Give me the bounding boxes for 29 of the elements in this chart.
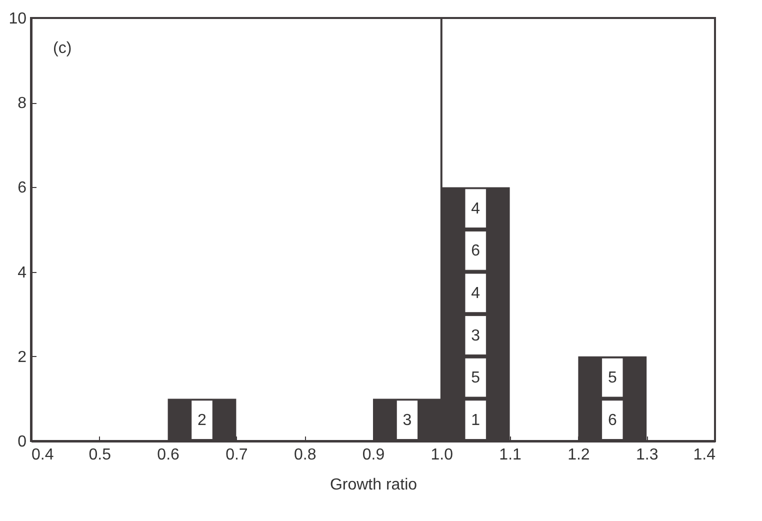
x-tick-label: 0.5 [88, 446, 112, 464]
x-tick-label: 0.7 [226, 446, 248, 464]
y-tick-label: 6 [18, 180, 27, 197]
y-tick-label: 4 [18, 264, 27, 282]
y-tick-label: 8 [18, 95, 27, 112]
x-tick-label: 1.3 [636, 446, 658, 464]
y-tick-label: 10 [8, 10, 27, 28]
annotation: 5 [471, 370, 480, 387]
annotation: 1 [471, 412, 480, 429]
x-axis-title: Growth ratio [330, 476, 418, 494]
annotation: 4 [471, 200, 480, 218]
annotation: 2 [198, 412, 207, 429]
x-tick-label: 0.9 [362, 446, 385, 464]
annotation: 3 [471, 327, 480, 344]
x-tick-label: 1.0 [430, 446, 454, 464]
x-tick-label: 1.1 [499, 446, 522, 464]
x-tick-label: 0.4 [32, 446, 54, 464]
annotation: 5 [608, 370, 617, 387]
x-tick-label: 1.4 [693, 446, 716, 464]
x-tick-label: 0.6 [157, 446, 180, 464]
annotation: 3 [402, 412, 412, 429]
annotation: 6 [608, 412, 617, 429]
y-tick-label: 2 [18, 348, 27, 366]
x-tick-label: 0.8 [294, 446, 316, 464]
annotation: 4 [471, 284, 480, 302]
annotation: 6 [471, 242, 480, 260]
x-tick-label: 1.2 [568, 446, 590, 464]
y-tick-label: 0 [18, 434, 27, 450]
annotation: (c) [53, 40, 72, 57]
